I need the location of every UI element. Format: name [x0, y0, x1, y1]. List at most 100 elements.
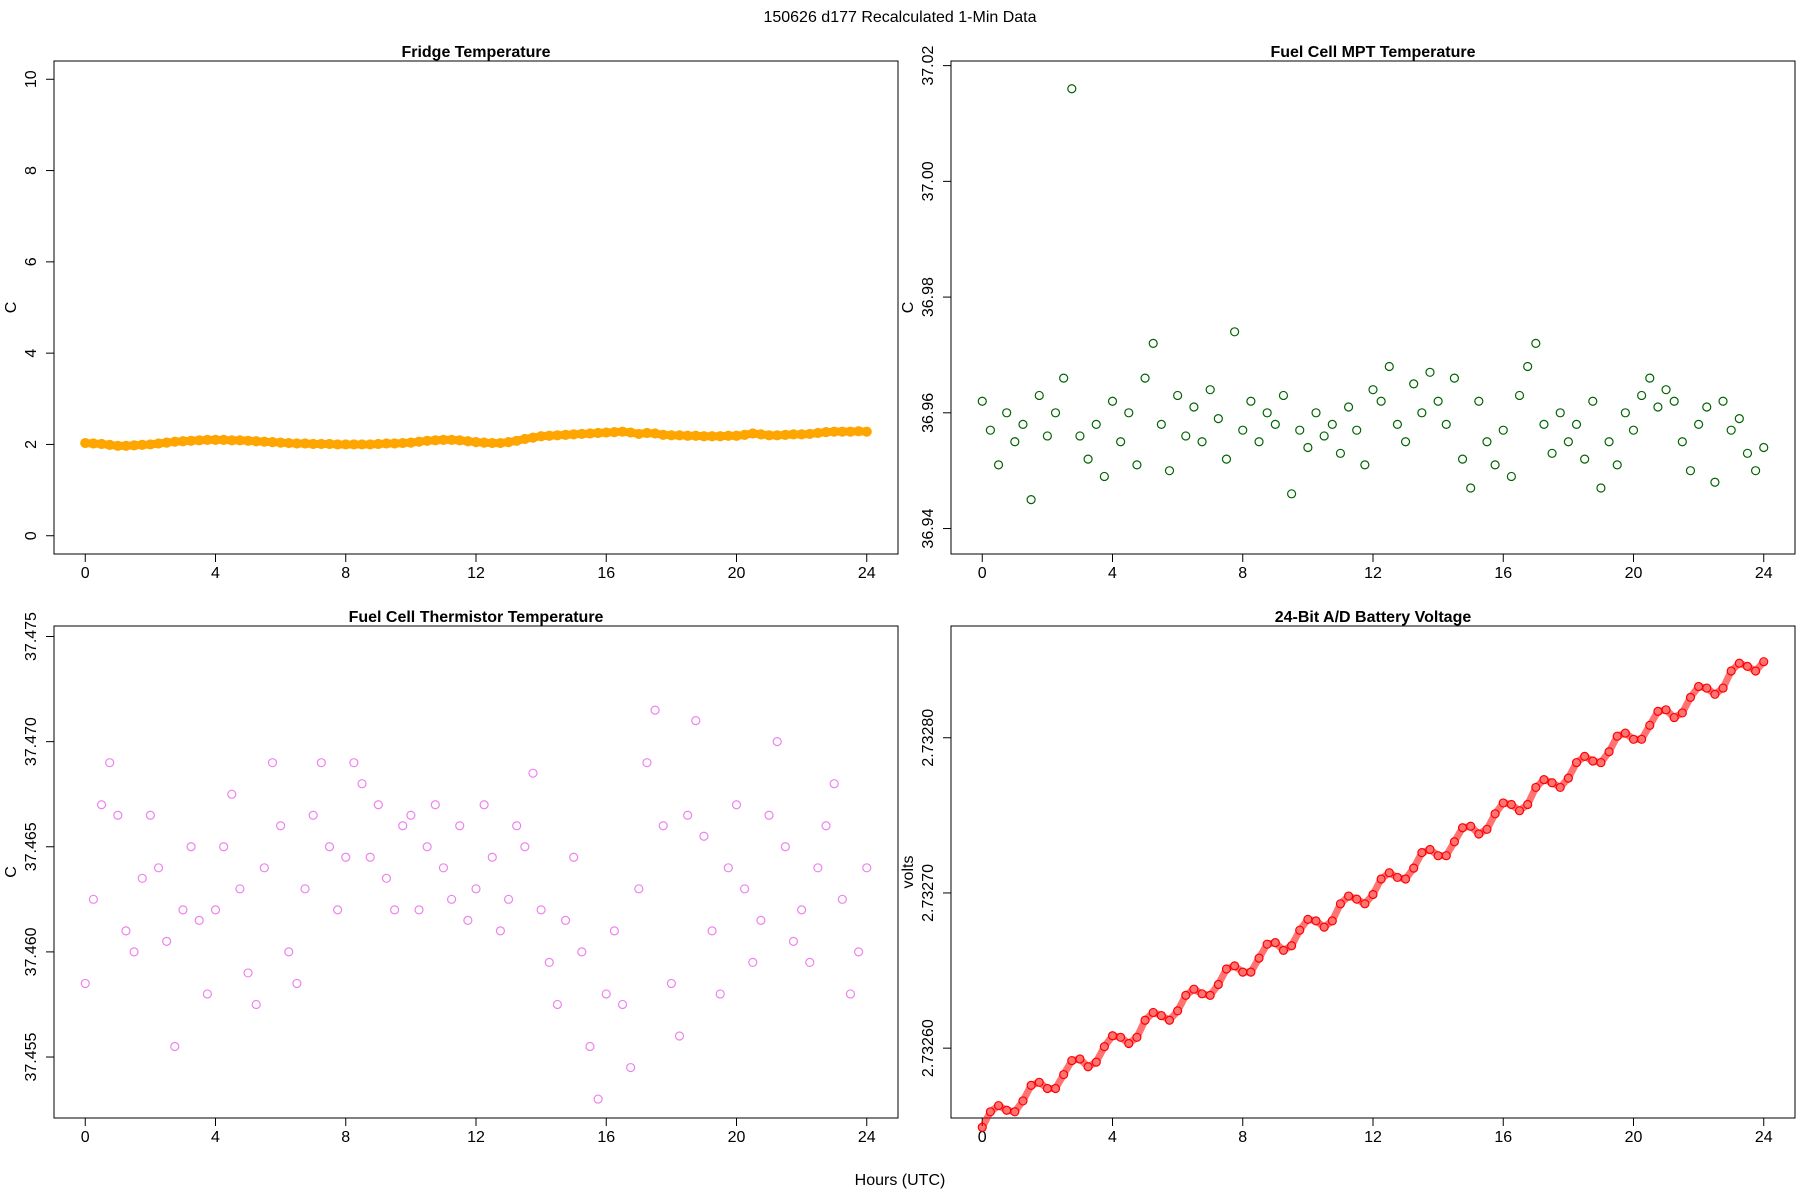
- data-point: [1254, 437, 1264, 447]
- plot-frame: [950, 625, 1796, 1119]
- data-point: [292, 978, 302, 989]
- data-point: [1205, 990, 1215, 1000]
- data-point: [1091, 419, 1101, 429]
- data-point: [977, 396, 987, 406]
- x-tick-label: 24: [1755, 565, 1773, 582]
- data-point: [1710, 477, 1720, 487]
- data-point: [1612, 460, 1622, 470]
- data-point: [1669, 396, 1679, 406]
- data-point: [739, 429, 750, 440]
- data-point: [634, 884, 644, 894]
- data-point: [227, 789, 237, 799]
- data-point: [381, 873, 392, 883]
- data-point: [731, 800, 742, 810]
- x-tick-label: 24: [858, 565, 876, 582]
- data-point: [1466, 821, 1476, 831]
- data-point: [1482, 437, 1492, 447]
- data-point: [1457, 454, 1468, 464]
- data-point: [1311, 408, 1321, 418]
- data-point: [1132, 1032, 1142, 1042]
- data-point: [699, 831, 709, 841]
- x-tick-label: 4: [211, 565, 220, 582]
- data-point: [1140, 1015, 1150, 1025]
- data-point: [308, 810, 318, 820]
- data-point: [993, 1100, 1004, 1111]
- data-point: [1107, 396, 1118, 406]
- data-point: [1506, 471, 1516, 482]
- data-point: [642, 758, 652, 768]
- y-tick-label: 8: [23, 166, 40, 175]
- y-tick-label: 37.02: [920, 46, 937, 86]
- y-tick-label: 2.73260: [920, 1019, 937, 1077]
- data-point: [1213, 979, 1223, 990]
- data-point: [1694, 419, 1704, 429]
- y-tick-label: 2: [23, 440, 40, 449]
- y-tick-label: 36.98: [920, 277, 937, 317]
- data-point: [1742, 448, 1753, 458]
- data-point: [316, 758, 326, 768]
- data-point: [797, 905, 807, 915]
- data-point: [674, 1031, 685, 1041]
- data-point: [1441, 851, 1451, 861]
- data-point: [219, 842, 229, 852]
- data-point: [1059, 1069, 1069, 1080]
- data-point: [1490, 809, 1500, 819]
- y-tick-label: 37.470: [23, 717, 40, 766]
- data-point: [1661, 705, 1671, 715]
- data-point: [650, 705, 660, 715]
- x-tick-label: 16: [1494, 565, 1512, 582]
- data-point: [1246, 967, 1256, 977]
- data-point: [1075, 431, 1085, 441]
- data-point: [593, 1094, 603, 1104]
- data-point: [1156, 1010, 1166, 1021]
- data-point: [666, 978, 676, 989]
- data-point: [625, 427, 636, 438]
- data-point: [1759, 657, 1769, 667]
- data-point: [1653, 402, 1663, 412]
- data-point: [1343, 891, 1354, 901]
- data-point: [1637, 390, 1647, 401]
- data-point: [178, 905, 188, 915]
- data-point: [1400, 437, 1411, 447]
- data-point: [854, 947, 864, 957]
- data-point: [121, 926, 131, 936]
- data-point: [1034, 390, 1044, 401]
- data-point: [1409, 863, 1419, 873]
- data-point: [1718, 396, 1728, 406]
- data-point: [1018, 419, 1028, 429]
- data-point: [1278, 945, 1289, 955]
- data-point: [511, 435, 522, 446]
- data-point: [243, 968, 253, 978]
- data-point: [341, 852, 351, 862]
- data-point: [1677, 708, 1687, 718]
- data-point: [1197, 437, 1207, 447]
- data-point: [259, 863, 269, 873]
- data-point: [153, 863, 164, 873]
- data-point: [1555, 408, 1565, 418]
- data-point: [1514, 390, 1525, 401]
- data-point: [276, 821, 286, 831]
- data-point: [414, 905, 424, 915]
- data-point: [1286, 941, 1297, 951]
- data-point: [837, 894, 847, 904]
- x-tick-label: 8: [341, 1129, 350, 1146]
- data-point: [1213, 413, 1223, 424]
- data-point: [977, 1122, 987, 1132]
- data-point: [1360, 899, 1370, 909]
- data-point: [162, 936, 172, 946]
- data-point: [1490, 460, 1500, 470]
- data-point: [1734, 658, 1744, 668]
- data-point: [1026, 1080, 1036, 1091]
- data-point: [1677, 437, 1687, 447]
- data-point: [1702, 402, 1712, 412]
- data-point: [985, 1107, 995, 1117]
- data-point: [471, 884, 481, 894]
- data-point: [1482, 824, 1492, 834]
- data-point: [536, 905, 546, 915]
- x-tick-label: 8: [1238, 565, 1247, 582]
- data-point: [503, 437, 514, 448]
- data-point: [137, 873, 147, 883]
- data-point: [1604, 437, 1614, 447]
- data-point: [1523, 361, 1533, 372]
